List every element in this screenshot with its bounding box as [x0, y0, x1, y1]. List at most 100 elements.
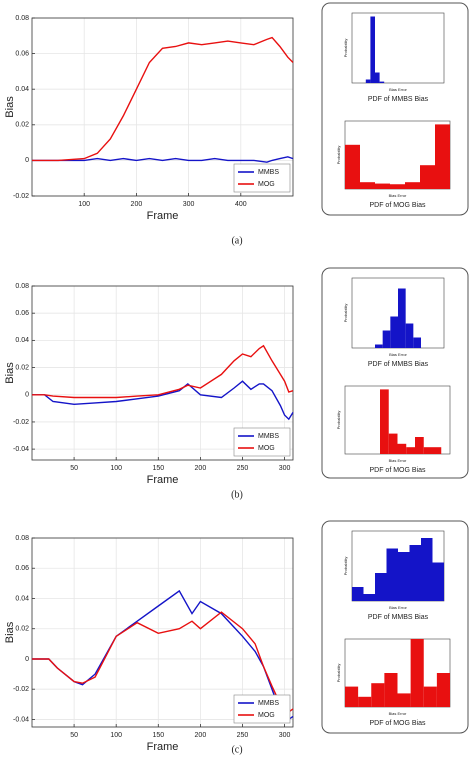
- y-tick-label: -0.02: [13, 686, 29, 693]
- y-tick-label: 0: [25, 157, 29, 164]
- x-axis-label: Bias Error: [389, 87, 407, 92]
- x-tick-label: 300: [183, 201, 195, 208]
- bar: [420, 165, 435, 189]
- y-tick-label: -0.02: [13, 419, 29, 426]
- legend-box: [233, 163, 291, 193]
- bar: [398, 288, 406, 348]
- bar: [386, 548, 398, 601]
- bar: [380, 389, 389, 454]
- y-tick-label: 0.06: [15, 310, 29, 317]
- series-line: [32, 36, 294, 162]
- bar: [406, 447, 415, 454]
- x-tick-label: 200: [195, 732, 207, 739]
- legend-label: MMBS: [258, 169, 279, 176]
- chart-title: PDF of MMBS Bias: [368, 96, 429, 103]
- bar: [398, 552, 410, 601]
- x-tick-label: 100: [78, 201, 90, 208]
- chart-title: PDF of MOG Bias: [369, 720, 426, 727]
- bar: [397, 693, 411, 707]
- y-tick-label: 0.02: [15, 122, 29, 129]
- x-axis-label: Bias Error: [389, 458, 407, 463]
- bar: [415, 437, 424, 454]
- y-tick-label: 0.04: [15, 337, 29, 344]
- y-axis-label: Probability: [336, 146, 341, 165]
- x-tick-label: 100: [110, 465, 122, 472]
- x-tick-label: 250: [237, 732, 249, 739]
- x-tick-label: 250: [237, 465, 249, 472]
- legend-label: MOG: [258, 445, 275, 452]
- bar: [345, 144, 360, 189]
- x-tick-label: 100: [110, 732, 122, 739]
- bar: [370, 16, 375, 83]
- bar: [405, 182, 420, 189]
- chart-title: PDF of MOG Bias: [369, 467, 426, 474]
- bar: [410, 639, 424, 707]
- axes-frame: [31, 285, 294, 461]
- y-axis-label: Bias: [4, 96, 16, 118]
- bar: [384, 673, 398, 707]
- y-axis-label: Probability: [343, 304, 348, 323]
- x-tick-label: 50: [70, 465, 78, 472]
- bar: [358, 696, 372, 707]
- bar: [382, 330, 391, 348]
- bar: [405, 323, 414, 348]
- y-tick-label: 0.08: [15, 15, 29, 22]
- x-tick-label: 400: [235, 201, 247, 208]
- y-axis-label: Probability: [343, 39, 348, 58]
- caption: (b): [231, 489, 243, 500]
- y-axis-label: Probability: [336, 664, 341, 683]
- x-tick-label: 300: [279, 732, 291, 739]
- bar: [360, 182, 375, 189]
- bar: [371, 683, 385, 707]
- y-tick-label: -0.02: [13, 193, 29, 200]
- y-tick-label: -0.04: [13, 446, 29, 453]
- axes-frame: [31, 17, 294, 197]
- series-line: [32, 380, 294, 421]
- x-tick-label: 150: [152, 732, 164, 739]
- bar: [423, 686, 437, 707]
- bar: [375, 72, 380, 83]
- x-axis-label: Bias Error: [389, 711, 407, 716]
- axes-frame: [351, 12, 445, 84]
- legend-box: [233, 427, 291, 457]
- bar: [375, 573, 387, 601]
- chart-title: PDF of MMBS Bias: [368, 361, 429, 368]
- y-tick-label: 0.08: [15, 535, 29, 542]
- chart-title: PDF of MOG Bias: [369, 202, 426, 209]
- y-axis-label: Probability: [336, 411, 341, 430]
- x-tick-label: 50: [70, 732, 78, 739]
- x-axis-label: Frame: [147, 210, 179, 222]
- bar: [363, 594, 375, 601]
- y-tick-label: 0: [25, 656, 29, 663]
- y-tick-label: 0.06: [15, 50, 29, 57]
- x-axis-label: Bias Error: [389, 605, 407, 610]
- legend-label: MOG: [258, 712, 275, 719]
- x-tick-label: 200: [195, 465, 207, 472]
- x-axis-label: Bias Error: [389, 352, 407, 357]
- y-tick-label: 0.04: [15, 595, 29, 602]
- y-axis-label: Bias: [4, 621, 16, 643]
- y-tick-label: -0.04: [13, 716, 29, 723]
- bar: [352, 587, 364, 601]
- bar: [345, 686, 359, 707]
- chart-title: PDF of MMBS Bias: [368, 614, 429, 621]
- y-axis-label: Probability: [343, 557, 348, 576]
- x-tick-label: 200: [131, 201, 143, 208]
- bar: [390, 184, 405, 189]
- y-tick-label: 0.02: [15, 364, 29, 371]
- bar: [379, 81, 385, 83]
- y-tick-label: 0.06: [15, 565, 29, 572]
- y-tick-label: 0: [25, 392, 29, 399]
- bar: [375, 344, 383, 348]
- legend-label: MMBS: [258, 700, 279, 707]
- caption: (c): [231, 744, 242, 755]
- bar: [397, 443, 407, 454]
- bar: [390, 316, 398, 348]
- bar: [436, 673, 450, 707]
- bar: [432, 447, 442, 454]
- legend-label: MMBS: [258, 433, 279, 440]
- series-line: [32, 344, 294, 399]
- x-tick-label: 150: [152, 465, 164, 472]
- y-tick-label: 0.02: [15, 626, 29, 633]
